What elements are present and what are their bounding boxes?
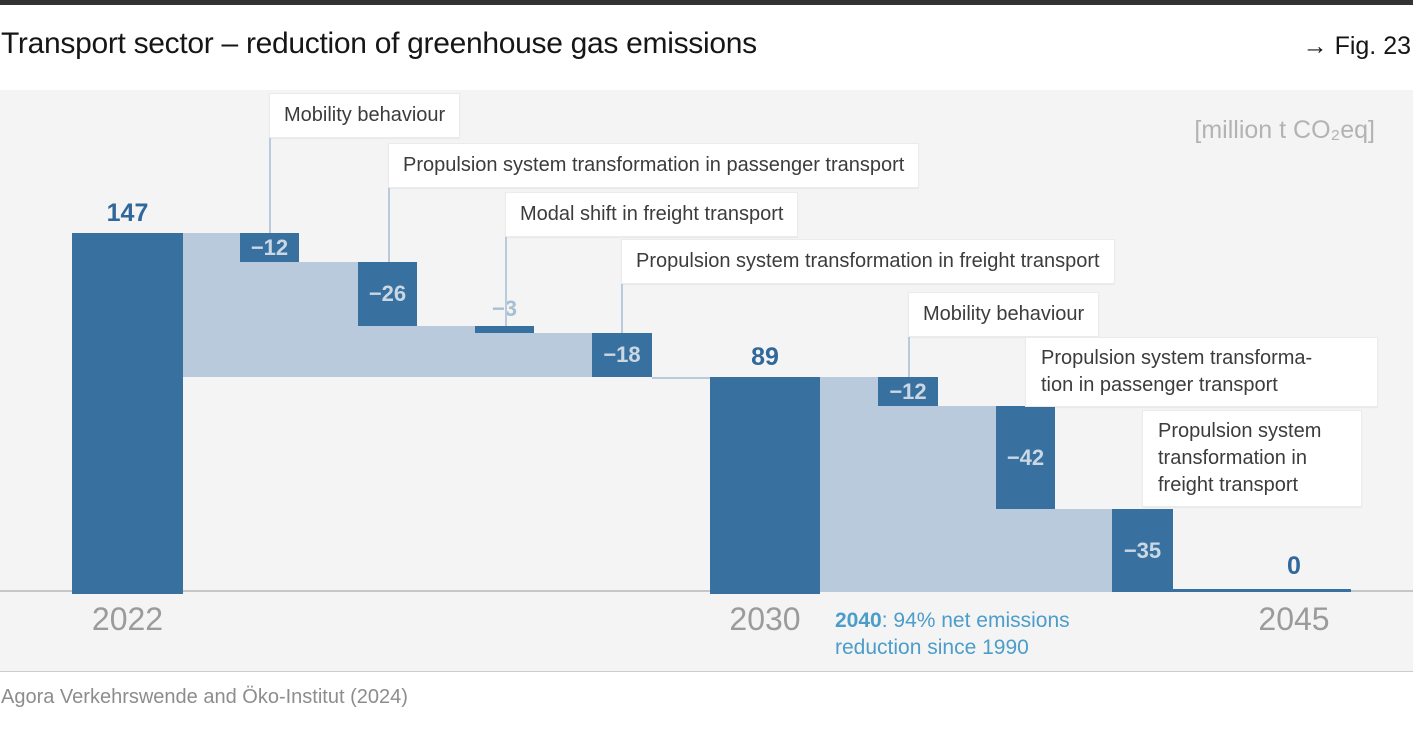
zero-line: [1173, 589, 1351, 592]
flow-band: [938, 406, 996, 592]
callout-leader-line: [908, 337, 910, 377]
callout-label: tion in passenger transport: [1041, 374, 1278, 396]
callout-label: Mobility behaviour: [284, 104, 446, 126]
callout-box: Propulsion system transformation in frei…: [621, 239, 1115, 284]
reduction-value-label: −42: [1006, 445, 1045, 470]
reduction-value-label: −12: [250, 235, 289, 260]
flow-band: [534, 333, 592, 377]
callout-label: Propulsion system transformation in pass…: [403, 154, 905, 176]
figure-label: → Fig. 23: [1302, 32, 1411, 60]
milestone-bar-2030: [710, 377, 820, 594]
milestone-value-label: 147: [106, 199, 149, 227]
flow-band: [1055, 509, 1112, 592]
callout-leader-line: [269, 138, 271, 233]
footer: Agora Verkehrswende and Öko-Institut (20…: [0, 672, 1413, 741]
flow-band: [878, 406, 938, 592]
milestone-value-label: 0: [1287, 552, 1301, 580]
milestone-bar-2022: [72, 233, 183, 594]
callout-box: Mobility behaviour: [269, 93, 461, 138]
reduction-value-label: −35: [1123, 538, 1162, 563]
flow-band: [183, 233, 240, 377]
callout-leader-line: [388, 188, 390, 262]
callout-box: Modal shift in freight transport: [505, 192, 799, 237]
header: Transport sector – reduction of greenhou…: [0, 5, 1413, 90]
reduction-bar: [878, 377, 938, 406]
annotation-text: : 94% net emissions: [881, 609, 1070, 632]
callout-box: Propulsion system transformation in freigh…: [1142, 410, 1362, 507]
flow-band: [996, 509, 1055, 592]
milestone-value-label: 89: [751, 343, 779, 371]
top-accent-bar: [0, 0, 1413, 5]
reduction-bar: [1112, 509, 1173, 592]
callout-label: Propulsion system transforma-: [1041, 347, 1313, 369]
callout-box: Propulsion system transformation in pass…: [388, 143, 920, 188]
page-title: Transport sector – reduction of greenhou…: [1, 27, 757, 60]
year-label-2045: 2045: [1258, 601, 1330, 637]
reduction-bar: [240, 233, 299, 262]
baseline-axis: [0, 590, 1413, 592]
callout-label: transformation in: [1158, 447, 1307, 469]
connector-line: [652, 377, 710, 379]
source-attribution: Agora Verkehrswende and Öko-Institut (20…: [1, 686, 408, 708]
flow-band: [358, 326, 417, 377]
reduction-value-label: −26: [368, 281, 407, 306]
flow-band: [820, 377, 878, 592]
callout-box: Mobility behaviour: [908, 292, 1100, 337]
flow-band: [475, 333, 534, 377]
callout-leader-line: [505, 237, 507, 326]
annotation-line-2: reduction since 1990: [835, 636, 1029, 659]
callout-label: Mobility behaviour: [923, 303, 1085, 325]
callout-label: Modal shift in freight transport: [520, 203, 784, 225]
reduction-bar: [358, 262, 417, 326]
flow-band: [299, 262, 358, 377]
annotation-line-1: 2040: 94% net emissions: [835, 607, 1070, 634]
flow-band: [417, 326, 475, 377]
callout-label: Propulsion system transformation in frei…: [636, 250, 1100, 272]
annotation-2040: 2040: 94% net emissions reduction since …: [835, 607, 1070, 661]
reduction-value-label: −18: [603, 342, 641, 367]
annotation-year: 2040: [835, 609, 882, 632]
callout-leader-line: [621, 284, 623, 333]
flow-band: [240, 262, 299, 377]
year-label-2030: 2030: [729, 601, 801, 637]
reduction-bar: [592, 333, 652, 377]
callout-label: Propulsion system: [1158, 420, 1322, 442]
chart-plot: [million t CO₂eq] 2040: 94% net emission…: [0, 90, 1413, 672]
year-label-2022: 2022: [91, 601, 164, 637]
units-label: [million t CO₂eq]: [1194, 116, 1375, 144]
callout-box: Propulsion system transforma-tion in pas…: [1025, 337, 1378, 407]
callout-label: freight transport: [1158, 474, 1299, 496]
reduction-value-label: −3: [475, 296, 534, 322]
reduction-bar: [475, 326, 534, 333]
reduction-value-label: −12: [889, 379, 927, 404]
reduction-bar: [996, 406, 1055, 509]
